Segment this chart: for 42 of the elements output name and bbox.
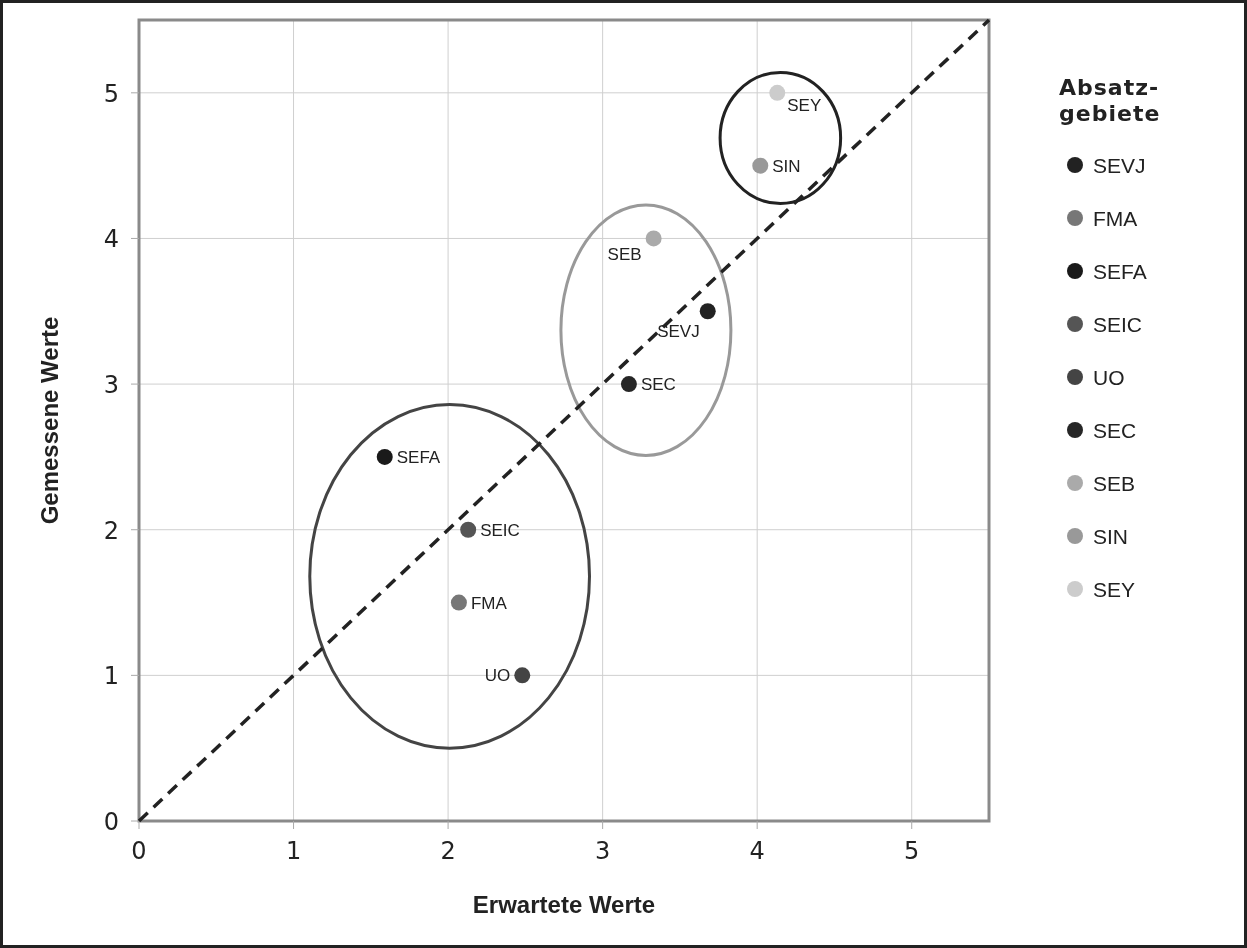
text: UO	[484, 666, 511, 686]
legend-label: SIN	[1093, 525, 1129, 548]
legend-label: SEFA	[1093, 260, 1147, 283]
text: SEFA	[396, 447, 441, 467]
text: SEY	[787, 95, 822, 115]
x-tick-label: 2	[440, 837, 456, 865]
y-tick-label: 0	[103, 808, 119, 836]
legend-title: Absatz-gebiete	[1059, 75, 1161, 126]
x-tick-label: 5	[904, 837, 920, 865]
x-tick-label: 4	[749, 837, 765, 865]
x-axis-title: Erwartete Werte	[472, 891, 656, 918]
point	[769, 84, 786, 101]
point	[752, 157, 769, 174]
legend-label: SEIC	[1093, 313, 1143, 336]
point	[699, 303, 716, 320]
y-tick-label: 5	[103, 79, 119, 108]
text: SEB	[607, 245, 642, 265]
x-tick-label: 1	[285, 837, 302, 865]
text: SEVJ	[657, 322, 700, 342]
text: FMA	[470, 593, 507, 613]
legend-label: SEC	[1093, 419, 1137, 442]
text: SEIC	[480, 520, 520, 540]
text: SEC	[640, 375, 676, 395]
y-tick-label: 1	[103, 662, 119, 691]
point	[376, 448, 393, 465]
legend-label: SEVJ	[1093, 154, 1146, 177]
point	[514, 667, 531, 684]
y-tick-label: 2	[103, 516, 119, 545]
x-tick-label: 3	[595, 837, 611, 865]
legend-label: UO	[1093, 366, 1125, 389]
point	[620, 376, 637, 393]
point	[645, 230, 662, 247]
y-axis-title: Gemessene Werte	[36, 316, 63, 525]
point	[460, 521, 477, 538]
legend-label: SEB	[1093, 472, 1136, 495]
y-tick-label: 4	[103, 225, 119, 254]
legend-label: FMA	[1093, 207, 1138, 230]
y-tick-label: 3	[103, 371, 119, 400]
legend-label: SEY	[1093, 578, 1136, 601]
text: SIN	[772, 156, 801, 176]
point	[450, 594, 467, 611]
x-tick-label: 0	[131, 837, 147, 865]
